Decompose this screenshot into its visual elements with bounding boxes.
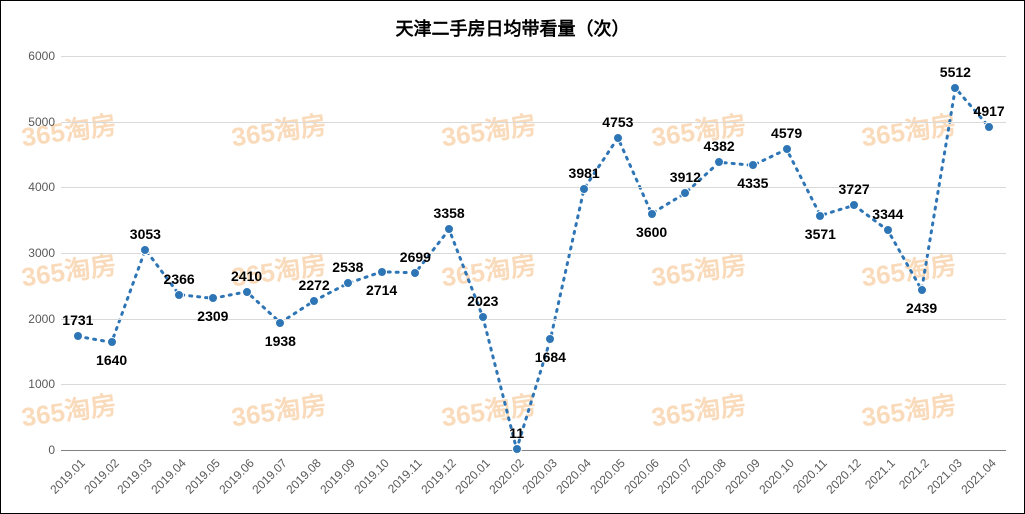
x-axis-label: 2019.09 — [317, 456, 358, 497]
data-point — [782, 144, 792, 154]
x-axis-label: 2020.09 — [722, 456, 763, 497]
y-axis-label: 5000 — [28, 115, 55, 129]
x-axis-label: 2019.12 — [418, 456, 459, 497]
data-point — [815, 211, 825, 221]
y-axis-label: 0 — [48, 443, 55, 457]
grid-line — [61, 450, 1006, 451]
y-axis-label: 3000 — [28, 246, 55, 260]
data-point — [950, 83, 960, 93]
data-point — [242, 287, 252, 297]
x-axis-label: 2019.05 — [182, 456, 223, 497]
x-axis-label: 2019.01 — [47, 456, 88, 497]
chart-container: 365淘房365淘房365淘房365淘房365淘房365淘房365淘房365淘房… — [0, 0, 1025, 514]
data-point — [613, 133, 623, 143]
x-axis-label: 2021.1 — [862, 456, 898, 492]
data-label: 3981 — [569, 165, 600, 181]
x-axis-label: 2019.02 — [81, 456, 122, 497]
data-point — [917, 285, 927, 295]
data-point — [512, 444, 522, 454]
data-label: 3358 — [434, 205, 465, 221]
data-label: 1640 — [96, 352, 127, 368]
x-axis-label: 2020.07 — [655, 456, 696, 497]
x-axis-label: 2021.04 — [958, 456, 999, 497]
data-label: 2023 — [467, 293, 498, 309]
data-label: 1684 — [535, 349, 566, 365]
grid-line — [61, 253, 1006, 254]
data-point — [883, 225, 893, 235]
data-label: 4382 — [704, 138, 735, 154]
x-axis-label: 2021.03 — [925, 456, 966, 497]
x-axis-label: 2020.04 — [553, 456, 594, 497]
x-axis-label: 2019.06 — [216, 456, 257, 497]
data-point — [647, 209, 657, 219]
x-axis-label: 2019.03 — [115, 456, 156, 497]
data-point — [410, 268, 420, 278]
data-point — [73, 331, 83, 341]
data-label: 3053 — [130, 226, 161, 242]
data-label: 1938 — [265, 333, 296, 349]
plot-area: 01000200030004000500060002019.012019.022… — [61, 56, 1006, 450]
data-label: 4579 — [771, 125, 802, 141]
data-label: 3600 — [636, 224, 667, 240]
data-label: 2272 — [299, 277, 330, 293]
data-point — [579, 184, 589, 194]
x-axis-label: 2020.10 — [756, 456, 797, 497]
data-label: 2714 — [366, 282, 397, 298]
x-axis-label: 2020.11 — [790, 456, 830, 496]
x-axis-label: 2019.10 — [351, 456, 392, 497]
data-label: 4753 — [602, 114, 633, 130]
data-point — [377, 267, 387, 277]
data-label: 4335 — [737, 175, 768, 191]
data-point — [343, 278, 353, 288]
data-point — [849, 200, 859, 210]
data-label: 5512 — [940, 64, 971, 80]
y-axis-label: 1000 — [28, 377, 55, 391]
data-point — [714, 157, 724, 167]
data-label: 2538 — [332, 259, 363, 275]
data-point — [107, 337, 117, 347]
x-axis-label: 2020.06 — [621, 456, 662, 497]
y-axis-label: 4000 — [28, 180, 55, 194]
y-axis-label: 6000 — [28, 49, 55, 63]
grid-line — [61, 122, 1006, 123]
data-point — [174, 290, 184, 300]
data-point — [545, 334, 555, 344]
data-label: 3727 — [839, 181, 870, 197]
x-axis-label: 2020.12 — [823, 456, 864, 497]
x-axis-label: 2020.05 — [587, 456, 628, 497]
data-point — [208, 293, 218, 303]
data-point — [680, 188, 690, 198]
grid-line — [61, 56, 1006, 57]
data-point — [478, 312, 488, 322]
data-point — [444, 224, 454, 234]
x-axis-label: 2020.03 — [520, 456, 561, 497]
data-label: 2439 — [906, 300, 937, 316]
x-axis-label: 2019.11 — [385, 456, 425, 496]
x-axis-label: 2019.07 — [250, 456, 291, 497]
data-label: 1731 — [62, 312, 93, 328]
x-axis-label: 2020.08 — [688, 456, 729, 497]
data-point — [309, 296, 319, 306]
y-axis-label: 2000 — [28, 312, 55, 326]
data-point — [748, 160, 758, 170]
x-axis-label: 2020.01 — [452, 456, 493, 497]
data-point — [275, 318, 285, 328]
x-axis-label: 2019.04 — [148, 456, 189, 497]
grid-line — [61, 384, 1006, 385]
data-label: 11 — [509, 425, 524, 441]
chart-title: 天津二手房日均带看量（次） — [1, 15, 1024, 41]
data-label: 3571 — [805, 226, 836, 242]
data-label: 2699 — [400, 249, 431, 265]
data-label: 3344 — [872, 206, 903, 222]
x-axis-label: 2019.08 — [283, 456, 324, 497]
x-axis-label: 2020.02 — [486, 456, 527, 497]
data-label: 3912 — [670, 169, 701, 185]
data-point — [140, 245, 150, 255]
data-point — [984, 122, 994, 132]
data-label: 2309 — [197, 308, 228, 324]
data-label: 2366 — [164, 271, 195, 287]
data-label: 4917 — [974, 103, 1005, 119]
data-label: 2410 — [231, 268, 262, 284]
